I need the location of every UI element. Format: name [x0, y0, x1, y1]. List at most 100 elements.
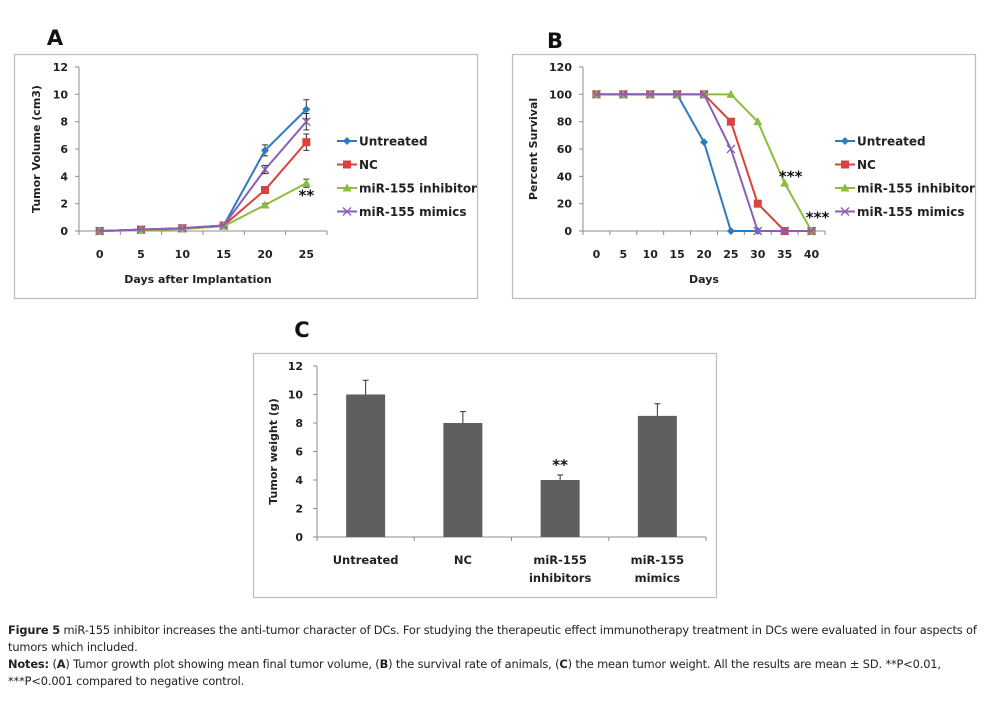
x-tick-label: 0	[593, 248, 601, 261]
legend-label: NC	[857, 158, 876, 172]
panel-ref: B	[379, 657, 389, 671]
chart-panel-a: A 0 2 4 6 8 10 12 0 5 10 15 20 25 Days after Implantat…	[13, 26, 479, 300]
diamond-marker	[343, 137, 351, 145]
x-tick-label: 15	[669, 248, 684, 261]
x-marker	[699, 89, 709, 99]
series-mir-155-mimics	[95, 112, 311, 236]
x-marker	[780, 226, 790, 236]
diamond-marker	[841, 137, 849, 145]
x-tick-label: miR-155	[533, 553, 587, 567]
legend-item: miR-155 inhibitor	[835, 182, 975, 196]
y-tick-label: 120	[549, 61, 572, 74]
x-tick-label: 35	[777, 248, 792, 261]
diamond-marker	[302, 105, 311, 114]
bar-group: Untreated	[333, 379, 399, 567]
bar	[346, 394, 386, 537]
panel-letter: C	[294, 318, 309, 342]
y-tick-label: 60	[557, 143, 573, 156]
notes-fragment: (	[48, 657, 57, 671]
x-marker	[260, 165, 270, 174]
x-tick-label: 20	[696, 248, 712, 261]
legend-item: NC	[337, 158, 378, 172]
y-tick-label: 6	[295, 446, 303, 459]
panel-letter: B	[547, 29, 563, 53]
y-tick-label: 80	[557, 116, 573, 129]
triangle-marker	[726, 89, 736, 98]
legend: Untreated NC miR-155 inhibitor miR-155 mimi…	[835, 135, 975, 219]
legend-item: Untreated	[835, 135, 926, 149]
y-tick-label: 0	[564, 225, 572, 238]
x-marker	[840, 207, 850, 216]
figure-label: Figure 5	[8, 623, 60, 637]
y-axis-title: Tumor weight (g)	[267, 398, 280, 505]
legend-label: Untreated	[359, 135, 428, 149]
notes-text: (A) Tumor growth plot showing mean final…	[8, 657, 941, 688]
significance-marker: **	[298, 186, 314, 204]
legend-item: miR-155 mimics	[835, 205, 965, 219]
square-marker	[343, 160, 351, 169]
x-marker	[95, 226, 105, 236]
legend-item: miR-155 mimics	[337, 205, 467, 219]
significance-marker: **	[552, 456, 568, 474]
panel-ref: C	[559, 657, 568, 671]
significance-marker: ***	[806, 208, 830, 226]
notes-label: Notes:	[8, 657, 49, 671]
chart-frame	[13, 53, 479, 300]
x-marker	[807, 226, 817, 236]
square-marker	[753, 199, 762, 208]
x-tick-label: 0	[96, 248, 104, 261]
x-marker	[591, 89, 601, 99]
y-tick-label: 6	[60, 143, 68, 156]
error-bar	[459, 411, 466, 423]
x-marker	[753, 226, 763, 236]
x-tick-label: mimics	[635, 571, 681, 585]
legend-label: Untreated	[857, 135, 926, 149]
x-tick-label: 5	[620, 248, 628, 261]
y-tick-label: 10	[288, 389, 304, 402]
panel-ref: A	[56, 657, 66, 671]
x-tick-label: inhibitors	[529, 571, 592, 585]
y-tick-label: 12	[53, 61, 68, 74]
series-mir-155-mimics	[591, 89, 817, 236]
y-tick-label: 20	[557, 198, 573, 211]
x-marker	[177, 223, 187, 233]
chart-panel-b: B 0 20 40 60 80 100 120 0 5 10 15 20 25 30 35 40 Days Perc…	[511, 29, 977, 300]
panel-letter: A	[47, 26, 64, 50]
square-marker	[261, 186, 269, 194]
y-tick-label: 8	[295, 417, 303, 430]
bar-group: miR-155 inhibitors	[529, 474, 592, 585]
legend-label: miR-155 inhibitor	[857, 182, 975, 196]
x-marker	[219, 221, 229, 230]
legend-item: NC	[835, 158, 876, 172]
x-tick-label: 15	[216, 248, 231, 261]
triangle-marker	[301, 178, 311, 187]
legend-label: NC	[359, 158, 378, 172]
notes-fragment: ) Tumor growth plot showing mean final t…	[65, 657, 380, 671]
triangle-marker	[753, 117, 763, 126]
legend-item: Untreated	[337, 135, 428, 149]
x-marker	[342, 207, 352, 216]
x-tick-label: Untreated	[333, 553, 399, 567]
x-tick-label: miR-155	[631, 553, 685, 567]
bar	[540, 480, 580, 537]
diamond-marker	[700, 138, 708, 147]
y-tick-label: 12	[288, 360, 303, 373]
y-tick-label: 8	[60, 116, 68, 129]
y-tick-label: 0	[60, 225, 68, 238]
x-axis-title: Days after Implantation	[124, 273, 272, 286]
x-tick-label: 20	[257, 248, 273, 261]
legend-label: miR-155 mimics	[857, 205, 965, 219]
triangle-marker	[342, 183, 352, 192]
significance-marker: ***	[779, 167, 803, 185]
diamond-marker	[261, 146, 269, 155]
legend: Untreated NC miR-155 inhibitor miR-155 mimi…	[337, 135, 477, 219]
figure-notes: Notes: (A) Tumor growth plot showing mea…	[8, 656, 993, 690]
chart-frame	[511, 53, 977, 300]
figure-caption-text: miR-155 inhibitor increases the anti-tum…	[8, 623, 977, 654]
bar	[637, 415, 677, 537]
x-tick-label: 10	[175, 248, 191, 261]
y-tick-label: 4	[60, 170, 68, 183]
y-axis-title: Tumor Volume (cm3)	[30, 85, 43, 213]
